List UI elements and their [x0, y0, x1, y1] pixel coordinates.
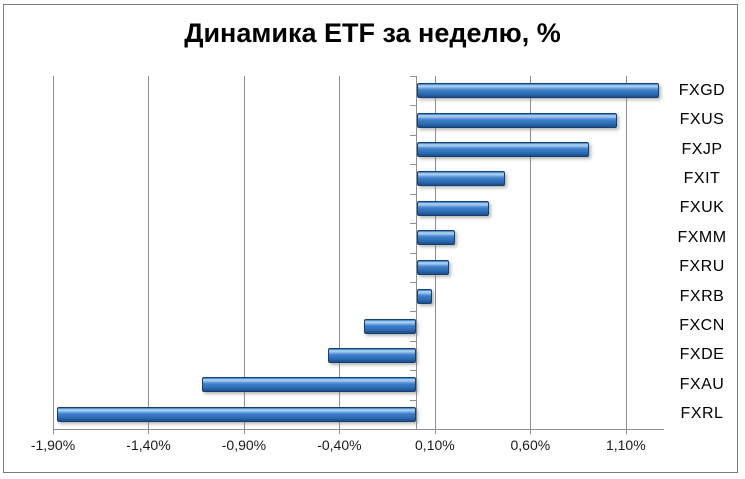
bar-fxde: [327, 347, 416, 363]
x-axis-tick-label: 1,10%: [605, 437, 646, 453]
category-axis-tick: [409, 341, 416, 342]
category-label-fxit: FXIT: [683, 169, 721, 187]
gridline: [530, 76, 532, 429]
category-axis-tick: [409, 223, 416, 224]
category-label-fxau: FXAU: [679, 375, 725, 393]
bar-fxru: [416, 259, 450, 275]
category-labels: FXGD FXUS FXJP FXIT FXUK FXMM FXRU FXRB FXCN FXDE…: [664, 76, 740, 429]
category-label-fxmm: FXMM: [677, 228, 727, 246]
gridline: [339, 76, 341, 429]
category-axis-tick: [409, 76, 416, 77]
x-axis-tick-label: -1,40%: [126, 437, 171, 453]
category-label-fxcn: FXCN: [679, 317, 725, 335]
x-axis-tick: [243, 429, 245, 434]
x-axis-tick-label: -1,90%: [30, 437, 76, 453]
chart-frame: [3, 4, 738, 473]
x-axis-tick-label: 0,10%: [415, 437, 455, 453]
gridline: [625, 76, 627, 429]
category-axis-tick: [409, 164, 416, 165]
bar-fxau: [201, 377, 416, 393]
category-label-fxuk: FXUK: [679, 199, 725, 217]
category-axis-tick: [409, 429, 416, 430]
x-axis-labels: -1,90% -1,40% -0,90% -0,40% 0,10% 0,60% 1,10%: [0, 437, 745, 457]
x-axis-tick-label: -0,40%: [317, 437, 362, 453]
bar-fxrb: [416, 289, 433, 305]
category-label-fxrl: FXRL: [680, 405, 724, 423]
category-label-fxjp: FXJP: [681, 140, 723, 158]
category-axis-tick: [409, 370, 416, 371]
category-axis-tick: [409, 282, 416, 283]
category-label-fxrb: FXRB: [679, 287, 725, 305]
bar-fxus: [416, 112, 618, 128]
x-axis-tick: [530, 429, 532, 434]
category-axis-line: [415, 76, 417, 429]
bar-fxmm: [416, 230, 455, 246]
bar-fxit: [416, 171, 505, 187]
category-axis-tick: [409, 311, 416, 312]
gridline: [53, 76, 54, 429]
bar-fxgd: [416, 83, 660, 99]
category-label-fxus: FXUS: [679, 111, 725, 129]
category-label-fxru: FXRU: [679, 258, 725, 276]
bar-fxjp: [416, 142, 589, 158]
category-axis-tick: [409, 253, 416, 254]
x-axis-tick: [625, 429, 627, 434]
gridline: [148, 76, 150, 429]
x-axis-tick-label: 0,60%: [510, 437, 551, 453]
x-axis-tick: [434, 429, 436, 434]
plot-area: [53, 76, 664, 434]
bar-fxrl: [56, 406, 416, 422]
category-axis-tick: [409, 105, 416, 106]
bar-fxcn: [364, 318, 416, 334]
x-axis-tick: [339, 429, 341, 434]
x-axis-tick: [148, 429, 150, 434]
category-axis-tick: [409, 135, 416, 136]
chart-title: Динамика ETF за неделю, %: [184, 18, 561, 48]
gridline: [434, 76, 436, 429]
category-axis-tick: [409, 194, 416, 195]
x-axis-line: [53, 429, 664, 430]
x-axis-tick: [53, 429, 54, 434]
gridline: [243, 76, 245, 429]
bar-fxuk: [416, 200, 490, 216]
category-label-fxgd: FXGD: [678, 81, 726, 99]
category-axis-tick: [409, 400, 416, 401]
x-axis-tick-label: -0,90%: [221, 437, 267, 453]
category-label-fxde: FXDE: [679, 346, 725, 364]
